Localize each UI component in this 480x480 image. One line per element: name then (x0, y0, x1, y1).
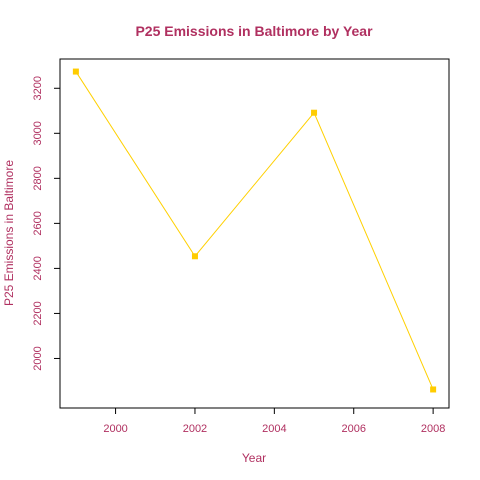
data-point (430, 386, 437, 393)
data-point (191, 253, 198, 260)
chart-title: P25 Emissions in Baltimore by Year (135, 23, 373, 39)
y-tick-label: 3200 (32, 76, 44, 100)
x-tick-label: 2000 (103, 423, 127, 435)
y-tick-label: 2600 (32, 211, 44, 235)
x-tick-label: 2002 (183, 423, 207, 435)
y-tick-label: 2400 (32, 256, 44, 280)
y-tick-label: 2000 (32, 346, 44, 370)
series-line (75, 71, 434, 390)
y-tick-label: 2200 (32, 301, 44, 325)
y-axis-label: P25 Emissions in Baltimore (2, 160, 16, 306)
y-axis: 2000 2200 2400 2600 2800 3000 3200 (32, 76, 60, 371)
y-tick-label: 3000 (32, 121, 44, 145)
x-axis: 2000 2002 2004 2006 2008 (103, 408, 445, 435)
x-tick-label: 2008 (421, 423, 445, 435)
data-point (72, 68, 79, 75)
plot-area-frame (59, 58, 450, 409)
x-axis-label: Year (242, 451, 266, 465)
series-group (72, 68, 437, 393)
y-tick-label: 2800 (32, 166, 44, 190)
x-tick-label: 2006 (341, 423, 365, 435)
data-point (311, 109, 318, 116)
x-tick-label: 2004 (262, 423, 286, 435)
